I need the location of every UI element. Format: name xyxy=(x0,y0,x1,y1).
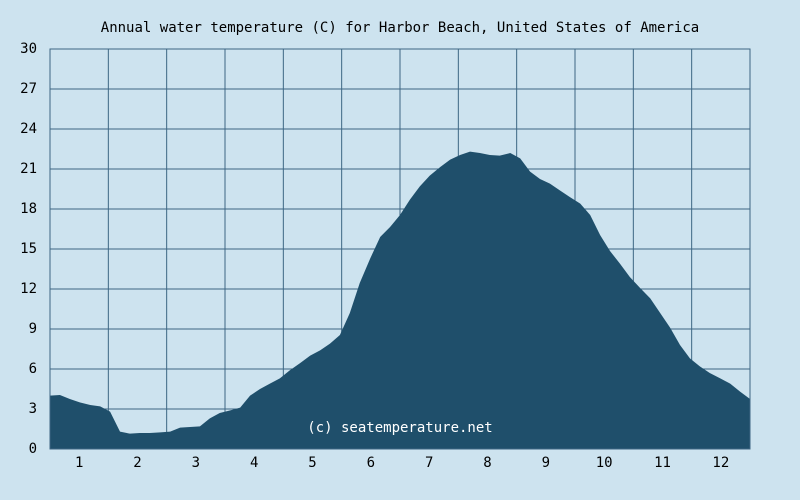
y-tick-label: 3 xyxy=(29,401,37,417)
x-tick-label: 9 xyxy=(542,455,550,471)
x-tick-label: 12 xyxy=(712,455,729,471)
y-tick-label: 30 xyxy=(20,41,37,57)
x-tick-label: 3 xyxy=(192,455,200,471)
y-tick-label: 24 xyxy=(20,121,37,137)
temperature-area xyxy=(50,151,750,450)
x-tick-label: 5 xyxy=(308,455,316,471)
x-tick-label: 10 xyxy=(596,455,613,471)
watermark: (c) seatemperature.net xyxy=(307,420,492,436)
y-tick-label: 15 xyxy=(20,241,37,257)
x-tick-label: 8 xyxy=(483,455,491,471)
y-tick-label: 21 xyxy=(20,161,37,177)
chart-title: Annual water temperature (C) for Harbor … xyxy=(101,20,699,36)
y-tick-label: 12 xyxy=(20,281,37,297)
x-tick-label: 4 xyxy=(250,455,258,471)
y-tick-label: 0 xyxy=(29,441,37,457)
plot-border xyxy=(49,48,751,450)
x-tick-label: 6 xyxy=(367,455,375,471)
y-tick-label: 6 xyxy=(29,361,37,377)
y-tick-label: 9 xyxy=(29,321,37,337)
x-tick-label: 2 xyxy=(133,455,141,471)
x-tick-label: 1 xyxy=(75,455,83,471)
y-tick-label: 27 xyxy=(20,81,37,97)
x-tick-label: 7 xyxy=(425,455,433,471)
x-tick-label: 11 xyxy=(654,455,671,471)
y-tick-label: 18 xyxy=(20,201,37,217)
